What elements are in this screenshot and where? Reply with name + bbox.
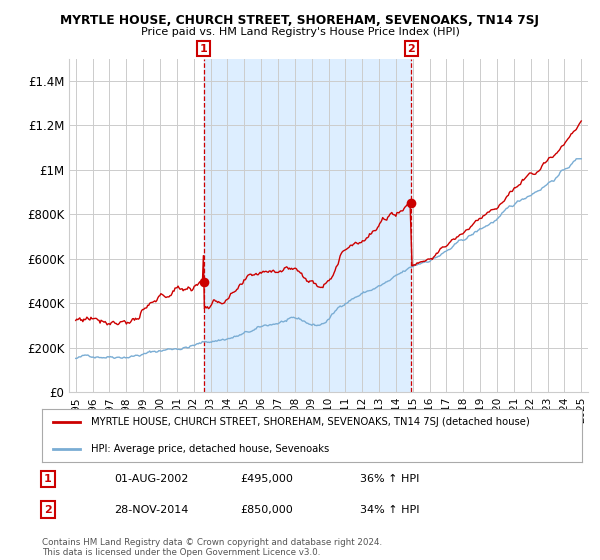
Text: 1: 1 — [44, 474, 52, 484]
Text: £495,000: £495,000 — [240, 474, 293, 484]
Text: Contains HM Land Registry data © Crown copyright and database right 2024.
This d: Contains HM Land Registry data © Crown c… — [42, 538, 382, 557]
Text: MYRTLE HOUSE, CHURCH STREET, SHOREHAM, SEVENOAKS, TN14 7SJ (detached house): MYRTLE HOUSE, CHURCH STREET, SHOREHAM, S… — [91, 417, 529, 427]
Text: 28-NOV-2014: 28-NOV-2014 — [114, 505, 188, 515]
Text: MYRTLE HOUSE, CHURCH STREET, SHOREHAM, SEVENOAKS, TN14 7SJ: MYRTLE HOUSE, CHURCH STREET, SHOREHAM, S… — [61, 14, 539, 27]
Text: 36% ↑ HPI: 36% ↑ HPI — [360, 474, 419, 484]
Text: £850,000: £850,000 — [240, 505, 293, 515]
Text: 34% ↑ HPI: 34% ↑ HPI — [360, 505, 419, 515]
Text: 2: 2 — [44, 505, 52, 515]
Text: 01-AUG-2002: 01-AUG-2002 — [114, 474, 188, 484]
Text: 2: 2 — [407, 44, 415, 54]
Text: HPI: Average price, detached house, Sevenoaks: HPI: Average price, detached house, Seve… — [91, 444, 329, 454]
Text: 1: 1 — [200, 44, 208, 54]
Text: Price paid vs. HM Land Registry's House Price Index (HPI): Price paid vs. HM Land Registry's House … — [140, 27, 460, 37]
Bar — [203, 59, 412, 392]
